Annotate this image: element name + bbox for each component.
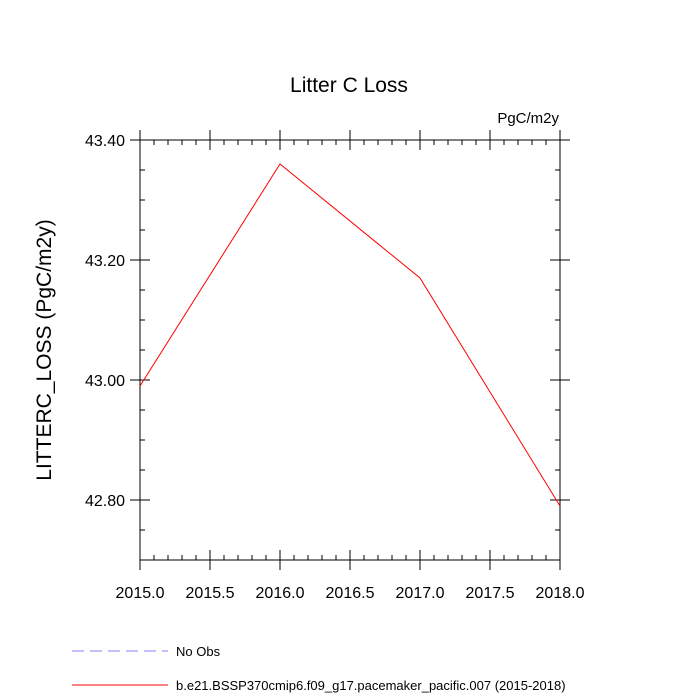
legend-label: b.e21.BSSP370cmip6.f09_g17.pacemaker_pac… <box>176 678 566 693</box>
y-tick-label: 43.40 <box>85 133 125 150</box>
x-tick-label: 2016.5 <box>326 585 375 602</box>
chart-title: Litter C Loss <box>290 74 408 97</box>
y-tick-label: 42.80 <box>85 493 125 510</box>
y-axis-label: LITTERC_LOSS (PgC/m2y) <box>33 219 56 480</box>
x-tick-label: 2015.5 <box>186 585 235 602</box>
plot-area: 42.80 43.00 43.20 43.40 2015.0 2015.5 2016.0 20… <box>85 130 585 602</box>
units-label: PgC/m2y <box>497 110 559 127</box>
y-tick-label: 43.20 <box>85 253 125 270</box>
series-line <box>139 163 561 507</box>
x-tick-label: 2018.0 <box>536 585 585 602</box>
legend-label: No Obs <box>176 644 221 659</box>
x-tick-label: 2015.0 <box>116 585 165 602</box>
plot-frame <box>139 139 561 561</box>
x-tick-label: 2016.0 <box>256 585 305 602</box>
legend: No Obs b.e21.BSSP370cmip6.f09_g17.pacemak… <box>72 644 566 693</box>
x-tick-label: 2017.0 <box>396 585 445 602</box>
x-tick-label: 2017.5 <box>466 585 515 602</box>
y-tick-label: 43.00 <box>85 373 125 390</box>
